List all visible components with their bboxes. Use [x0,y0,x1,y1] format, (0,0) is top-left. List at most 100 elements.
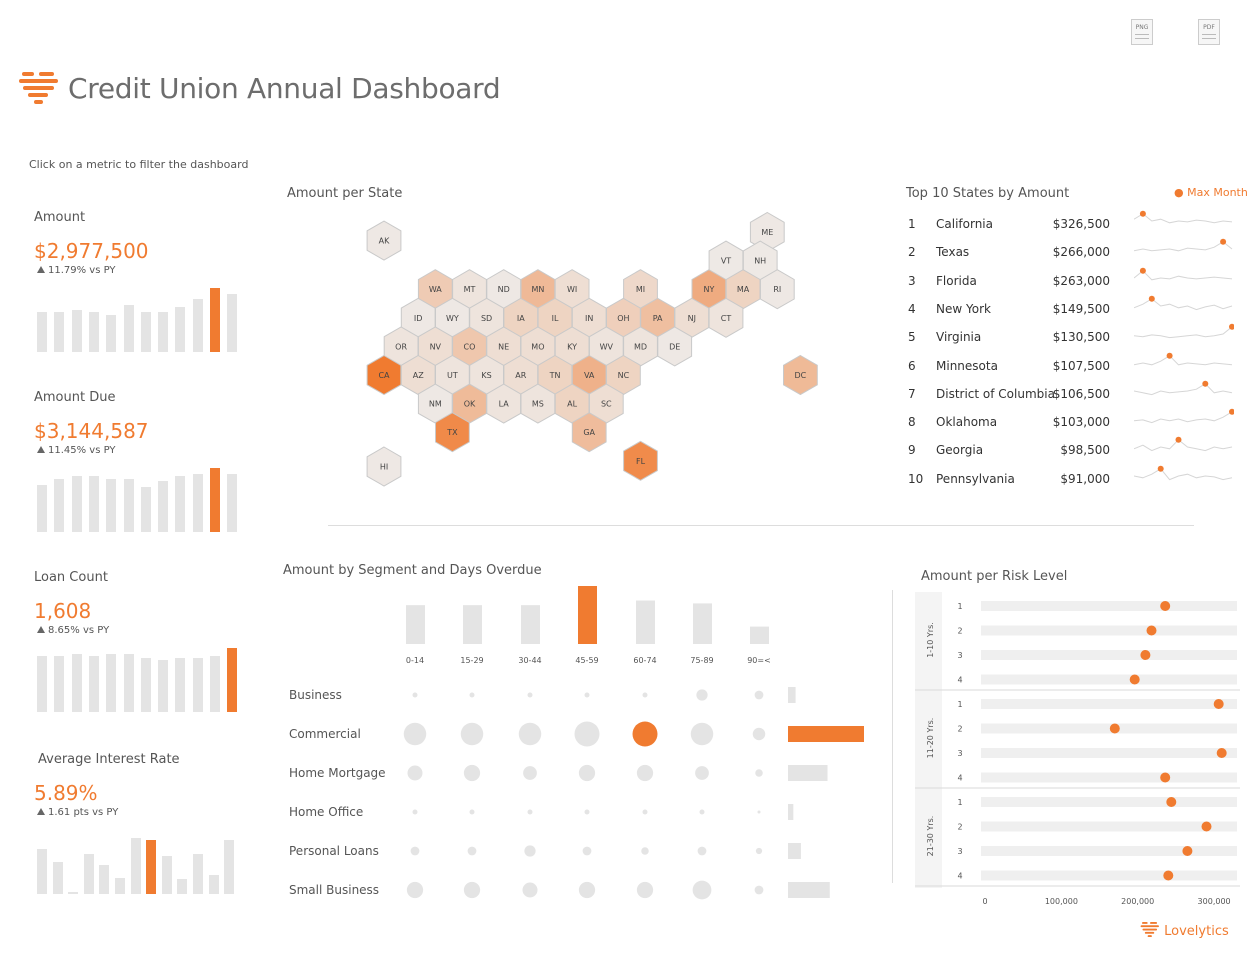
kpi-bar[interactable] [175,307,186,352]
top10-row[interactable]: 2 Texas $266,000 [906,239,1236,269]
kpi-bar[interactable] [71,654,82,712]
segment-bubble[interactable] [641,847,649,855]
segment-bubble[interactable] [695,766,709,780]
segment-bubble[interactable] [527,692,533,698]
kpi-bar[interactable] [208,875,219,894]
kpi-bar[interactable] [192,658,203,712]
state-hex-ri[interactable]: RI [759,269,795,310]
segment-bubble[interactable] [407,765,423,781]
kpi-bar[interactable] [106,315,117,352]
bucket-total-bar[interactable] [750,626,769,644]
kpi-bar[interactable] [140,487,151,532]
kpi-bar[interactable] [123,654,134,712]
state-hex-fl[interactable]: FL [623,440,658,481]
segment-total-bar[interactable] [788,882,830,898]
kpi-bar[interactable] [224,840,235,894]
segment-bubble[interactable] [696,689,708,701]
kpi-bar[interactable] [146,840,157,894]
risk-dot[interactable] [1163,870,1174,881]
top10-row[interactable]: 9 Georgia $98,500 [906,437,1236,467]
segment-bubble[interactable] [690,722,714,746]
segment-bubble[interactable] [642,809,648,815]
bucket-total-bar[interactable] [406,605,425,644]
segment-bubble[interactable] [460,722,484,746]
segment-bubble[interactable] [410,846,420,856]
segment-bubble[interactable] [699,809,705,815]
kpi-bar[interactable] [210,656,220,712]
kpi-bar[interactable] [88,656,99,712]
kpi-bar[interactable] [192,299,203,352]
kpi-bar[interactable] [161,856,172,894]
kpi-bar[interactable] [68,892,79,894]
kpi-bar[interactable] [123,479,134,532]
segment-bubble[interactable] [755,769,763,777]
kpi-bar[interactable] [54,312,65,352]
segment-bubble[interactable] [584,809,590,815]
kpi-bar[interactable] [175,476,186,532]
segment-bubble[interactable] [636,764,654,782]
kpi-tile-1[interactable]: Amount Due $3,144,587 11.45% vs PY [34,390,238,540]
kpi-tile-0[interactable]: Amount $2,977,500 11.79% vs PY [34,210,238,360]
kpi-bar[interactable] [158,312,169,352]
segment-bubble[interactable] [578,764,596,782]
top10-row[interactable]: 8 Oklahoma $103,000 [906,408,1236,439]
kpi-bar[interactable] [54,479,65,532]
top10-row[interactable]: 5 Virginia $130,500 [906,323,1236,354]
bucket-total-bar[interactable] [521,605,540,644]
kpi-bar[interactable] [106,479,117,532]
segment-bubble[interactable] [469,809,475,815]
kpi-bar[interactable] [54,656,65,712]
segment-bubble[interactable] [463,764,481,782]
segment-total-bar[interactable] [788,726,864,742]
segment-bubble[interactable] [578,881,596,899]
kpi-bar[interactable] [88,476,99,532]
segment-bubble[interactable] [412,692,418,698]
kpi-bar[interactable] [52,862,63,894]
kpi-bar[interactable] [37,485,47,532]
kpi-bar[interactable] [115,878,125,894]
bucket-total-bar[interactable] [693,603,712,644]
state-hex-hi[interactable]: HI [366,446,402,487]
segment-bubble[interactable] [527,809,533,815]
segment-bubble[interactable] [524,845,536,857]
kpi-bar[interactable] [210,468,220,532]
segment-bubble[interactable] [642,692,648,698]
kpi-bar[interactable] [227,648,238,712]
risk-dot[interactable] [1129,674,1140,685]
state-hex-de[interactable]: DE [657,326,693,367]
segment-bubble[interactable] [754,885,764,895]
risk-dot[interactable] [1109,723,1120,734]
bucket-total-bar[interactable] [463,605,482,644]
segment-bubble[interactable] [463,881,481,899]
kpi-bar[interactable] [71,310,82,352]
state-hex-tx[interactable]: TX [435,412,470,453]
kpi-bar[interactable] [37,849,47,894]
segment-bubble[interactable] [467,846,477,856]
kpi-bar[interactable] [175,658,186,712]
kpi-bar[interactable] [177,879,188,894]
state-hex-ga[interactable]: GA [571,412,607,453]
kpi-bar[interactable] [158,660,169,712]
bucket-total-bar[interactable] [578,586,597,644]
risk-dot[interactable] [1140,650,1151,660]
state-hex-ct[interactable]: CT [708,297,744,338]
kpi-tile-2[interactable]: Loan Count 1,608 8.65% vs PY [34,570,238,720]
kpi-bar[interactable] [140,312,151,352]
segment-total-bar[interactable] [788,765,828,781]
segment-bubble[interactable] [636,881,654,899]
segment-bubble[interactable] [582,846,592,856]
segment-bubble[interactable] [757,810,761,814]
risk-dot[interactable] [1166,797,1177,807]
kpi-bar[interactable] [123,305,134,352]
risk-dot[interactable] [1146,625,1157,636]
kpi-bar[interactable] [106,654,117,712]
kpi-tile-3[interactable]: Average Interest Rate 5.89% 1.61 pts vs PY [34,752,235,902]
segment-bubble[interactable] [755,847,763,855]
segment-bubble[interactable] [697,846,707,856]
top10-row[interactable]: 6 Minnesota $107,500 [906,352,1236,383]
risk-dot[interactable] [1216,748,1227,758]
segment-total-bar[interactable] [788,843,801,859]
kpi-bar[interactable] [37,312,47,352]
top10-row[interactable]: 7 District of Columbia $106,500 [906,380,1236,411]
kpi-bar[interactable] [71,476,82,532]
